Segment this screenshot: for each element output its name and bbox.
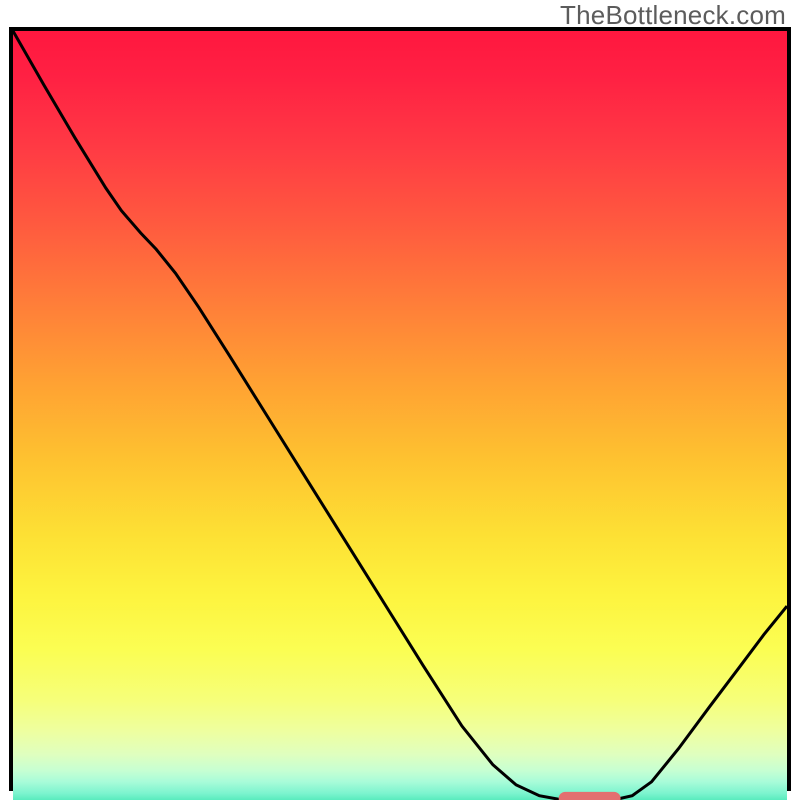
chart-curve-layer bbox=[13, 31, 787, 800]
bottleneck-curve bbox=[13, 31, 787, 799]
minimum-marker bbox=[559, 792, 621, 800]
chart-plot-area bbox=[9, 27, 791, 791]
